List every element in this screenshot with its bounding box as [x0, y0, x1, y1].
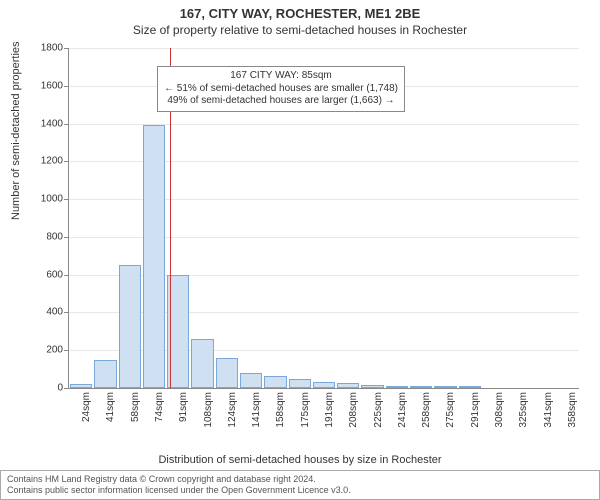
x-tick-label: 41sqm [105, 392, 116, 442]
x-tick-label: 241sqm [397, 392, 408, 442]
y-tick-label: 400 [27, 307, 63, 318]
y-tick [64, 124, 69, 125]
histogram-bar [240, 373, 262, 388]
sub-title: Size of property relative to semi-detach… [0, 21, 600, 37]
y-tick [64, 199, 69, 200]
x-tick-label: 325sqm [518, 392, 529, 442]
y-tick-label: 600 [27, 269, 63, 280]
histogram-bar [410, 386, 432, 388]
x-tick-label: 24sqm [81, 392, 92, 442]
annotation-box: 167 CITY WAY: 85sqm← 51% of semi-detache… [157, 66, 405, 112]
x-tick-label: 208sqm [348, 392, 359, 442]
x-tick-label: 74sqm [154, 392, 165, 442]
annotation-line: 49% of semi-detached houses are larger (… [164, 95, 398, 108]
y-tick [64, 388, 69, 389]
histogram-bar [119, 265, 141, 388]
histogram-bar [143, 125, 165, 388]
histogram-bar [459, 386, 481, 388]
x-tick-label: 291sqm [470, 392, 481, 442]
x-tick-label: 191sqm [324, 392, 335, 442]
y-tick-label: 200 [27, 345, 63, 356]
y-tick [64, 275, 69, 276]
histogram-bar [191, 339, 213, 388]
y-tick [64, 350, 69, 351]
y-tick [64, 312, 69, 313]
x-tick-label: 308sqm [494, 392, 505, 442]
x-tick-label: 91sqm [178, 392, 189, 442]
chart-plot-area: 02004006008001000120014001600180024sqm41… [68, 48, 579, 389]
histogram-bar [70, 384, 92, 388]
x-tick-label: 141sqm [251, 392, 262, 442]
x-tick-label: 108sqm [203, 392, 214, 442]
y-tick-label: 1200 [27, 156, 63, 167]
histogram-bar [216, 358, 238, 388]
footer-attribution: Contains HM Land Registry data © Crown c… [0, 470, 600, 500]
y-tick [64, 161, 69, 162]
histogram-bar [264, 376, 286, 388]
x-tick-label: 341sqm [543, 392, 554, 442]
x-axis-title: Distribution of semi-detached houses by … [0, 454, 600, 466]
main-title: 167, CITY WAY, ROCHESTER, ME1 2BE [0, 0, 600, 21]
annotation-line: ← 51% of semi-detached houses are smalle… [164, 83, 398, 96]
footer-line-2: Contains public sector information licen… [7, 485, 593, 496]
x-tick-label: 275sqm [445, 392, 456, 442]
y-tick [64, 86, 69, 87]
x-tick-label: 175sqm [300, 392, 311, 442]
x-tick-label: 124sqm [227, 392, 238, 442]
histogram-bar [434, 386, 456, 388]
y-axis-title: Number of semi-detached properties [10, 41, 22, 220]
histogram-bar [361, 385, 383, 388]
y-tick-label: 0 [27, 383, 63, 394]
x-tick-label: 158sqm [275, 392, 286, 442]
histogram-bar [313, 382, 335, 388]
y-tick-label: 1800 [27, 43, 63, 54]
chart-container: 167, CITY WAY, ROCHESTER, ME1 2BE Size o… [0, 0, 600, 500]
y-tick-label: 1600 [27, 80, 63, 91]
y-tick [64, 48, 69, 49]
gridline [69, 48, 579, 49]
x-tick-label: 258sqm [421, 392, 432, 442]
histogram-bar [337, 383, 359, 388]
footer-line-1: Contains HM Land Registry data © Crown c… [7, 474, 593, 485]
y-tick [64, 237, 69, 238]
x-tick-label: 225sqm [373, 392, 384, 442]
x-tick-label: 358sqm [567, 392, 578, 442]
histogram-bar [94, 360, 116, 388]
gridline [69, 124, 579, 125]
y-tick-label: 1400 [27, 118, 63, 129]
annotation-line: 167 CITY WAY: 85sqm [164, 70, 398, 83]
y-tick-label: 800 [27, 231, 63, 242]
x-tick-label: 58sqm [130, 392, 141, 442]
y-tick-label: 1000 [27, 194, 63, 205]
histogram-bar [289, 379, 311, 388]
histogram-bar [386, 386, 408, 388]
